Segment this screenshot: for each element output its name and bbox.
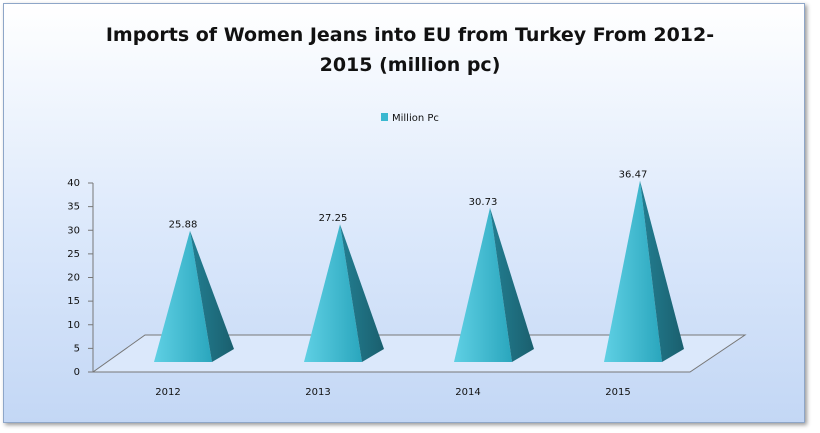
x-tick-label: 2015 [605, 387, 630, 398]
pyramid-front [604, 180, 662, 362]
pyramid-front [304, 224, 362, 362]
value-label: 30.73 [469, 197, 498, 208]
y-tick-label: 30 [67, 225, 80, 236]
value-label: 36.47 [619, 170, 648, 181]
y-tick-label: 35 [67, 202, 80, 213]
x-tick-label: 2012 [155, 387, 180, 398]
pyramid-side [340, 224, 384, 362]
pyramid-side [190, 230, 234, 362]
pyramid [304, 224, 384, 362]
value-label: 27.25 [319, 213, 348, 224]
legend-swatch [381, 113, 388, 121]
pyramid-side [640, 180, 684, 362]
pyramid-side [490, 207, 534, 362]
y-tick-label: 25 [67, 249, 80, 260]
y-tick-label: 0 [74, 367, 80, 378]
y-tick-label: 10 [67, 320, 80, 331]
x-tick-label: 2013 [305, 387, 330, 398]
floor [91, 334, 747, 373]
y-tick-label: 5 [74, 343, 80, 354]
pyramid [454, 207, 534, 362]
y-tick-label: 40 [67, 178, 80, 189]
pyramid [604, 180, 684, 362]
y-tick-label: 15 [67, 296, 80, 307]
pyramid [154, 230, 234, 362]
chart-title: Imports of Women Jeans into EU from Turk… [105, 24, 715, 76]
legend-label: Million Pc [392, 113, 439, 124]
pyramid-front [154, 230, 212, 362]
pyramid-front [454, 207, 512, 362]
value-label: 25.88 [169, 220, 198, 231]
y-tick-label: 20 [67, 273, 80, 284]
x-tick-label: 2014 [455, 387, 480, 398]
